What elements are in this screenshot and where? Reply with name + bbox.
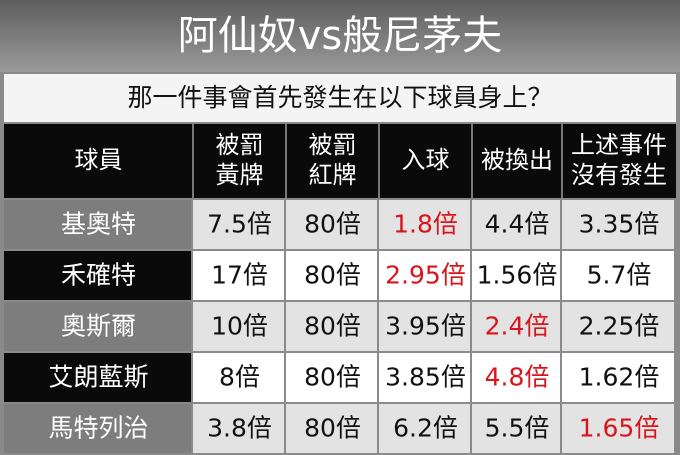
odds-value: 3.85倍 bbox=[385, 363, 466, 392]
odds-cell bbox=[472, 353, 560, 402]
odds-value: 4.8倍 bbox=[485, 363, 550, 392]
odds-value: 2.25倍 bbox=[579, 312, 660, 341]
odds-value: 6.2倍 bbox=[393, 414, 458, 443]
header-row bbox=[4, 124, 676, 198]
column-header: 黃牌 bbox=[216, 161, 264, 189]
column-header: 沒有發生 bbox=[571, 161, 667, 189]
odds-cell bbox=[562, 353, 674, 402]
odds-value: 17倍 bbox=[211, 261, 268, 290]
odds-cell bbox=[193, 404, 284, 453]
odds-cell bbox=[193, 302, 284, 351]
odds-cell bbox=[286, 353, 377, 402]
odds-cell bbox=[472, 251, 560, 300]
odds-value: 80倍 bbox=[304, 363, 361, 392]
odds-value: 1.62倍 bbox=[579, 363, 660, 392]
odds-cell bbox=[286, 404, 377, 453]
odds-cell bbox=[562, 404, 674, 453]
odds-cell bbox=[562, 200, 674, 249]
subtitle: 那一件事會首先發生在以下球員身上？ bbox=[127, 83, 552, 112]
odds-value: 1.8倍 bbox=[393, 210, 458, 239]
odds-value: 7.5倍 bbox=[207, 210, 272, 239]
odds-cell bbox=[379, 404, 470, 453]
odds-value: 3.8倍 bbox=[207, 414, 272, 443]
odds-value: 5.7倍 bbox=[587, 261, 652, 290]
odds-value: 80倍 bbox=[304, 261, 361, 290]
player-cell bbox=[4, 200, 191, 249]
column-header: 被罰 bbox=[216, 131, 264, 159]
odds-value: 1.56倍 bbox=[477, 261, 558, 290]
column-header: 球員 bbox=[75, 146, 123, 174]
odds-value: 2.4倍 bbox=[485, 312, 550, 341]
column-header: 入球 bbox=[402, 146, 450, 174]
odds-value: 80倍 bbox=[304, 210, 361, 239]
player-name: 艾朗藍斯 bbox=[48, 363, 148, 392]
odds-cell bbox=[193, 353, 284, 402]
title-band bbox=[0, 0, 680, 72]
column-header: 被罰 bbox=[309, 131, 357, 159]
column-header: 上述事件 bbox=[571, 131, 667, 159]
player-name: 奧斯爾 bbox=[61, 312, 136, 341]
odds-cell bbox=[472, 302, 560, 351]
odds-value: 2.95倍 bbox=[385, 261, 466, 290]
odds-value: 10倍 bbox=[211, 312, 268, 341]
odds-cell bbox=[193, 251, 284, 300]
odds-cell bbox=[286, 251, 377, 300]
odds-value: 5.5倍 bbox=[485, 414, 550, 443]
odds-value: 80倍 bbox=[304, 414, 361, 443]
player-cell bbox=[4, 302, 191, 351]
odds-value: 1.65倍 bbox=[579, 414, 660, 443]
odds-cell bbox=[286, 200, 377, 249]
odds-cell bbox=[379, 200, 470, 249]
odds-cell bbox=[286, 302, 377, 351]
odds-cell bbox=[562, 251, 674, 300]
player-cell bbox=[4, 251, 191, 300]
subtitle-band bbox=[4, 74, 676, 122]
odds-cell bbox=[379, 353, 470, 402]
column-header: 被換出 bbox=[481, 146, 553, 174]
odds-cell bbox=[472, 404, 560, 453]
column-header: 紅牌 bbox=[309, 161, 357, 189]
odds-cell bbox=[472, 200, 560, 249]
player-cell bbox=[4, 353, 191, 402]
player-name: 馬特列治 bbox=[48, 414, 148, 443]
odds-cell bbox=[193, 200, 284, 249]
odds-cell bbox=[379, 302, 470, 351]
odds-value: 3.35倍 bbox=[579, 210, 660, 239]
odds-cell bbox=[379, 251, 470, 300]
title: 阿仙奴vs般尼茅夫 bbox=[178, 13, 503, 59]
odds-cell bbox=[562, 302, 674, 351]
odds-value: 80倍 bbox=[304, 312, 361, 341]
player-name: 基奧特 bbox=[61, 210, 136, 239]
player-name: 禾確特 bbox=[61, 261, 136, 290]
player-cell bbox=[4, 404, 191, 453]
odds-value: 4.4倍 bbox=[485, 210, 550, 239]
odds-value: 3.95倍 bbox=[385, 312, 466, 341]
odds-value: 8倍 bbox=[219, 363, 260, 392]
